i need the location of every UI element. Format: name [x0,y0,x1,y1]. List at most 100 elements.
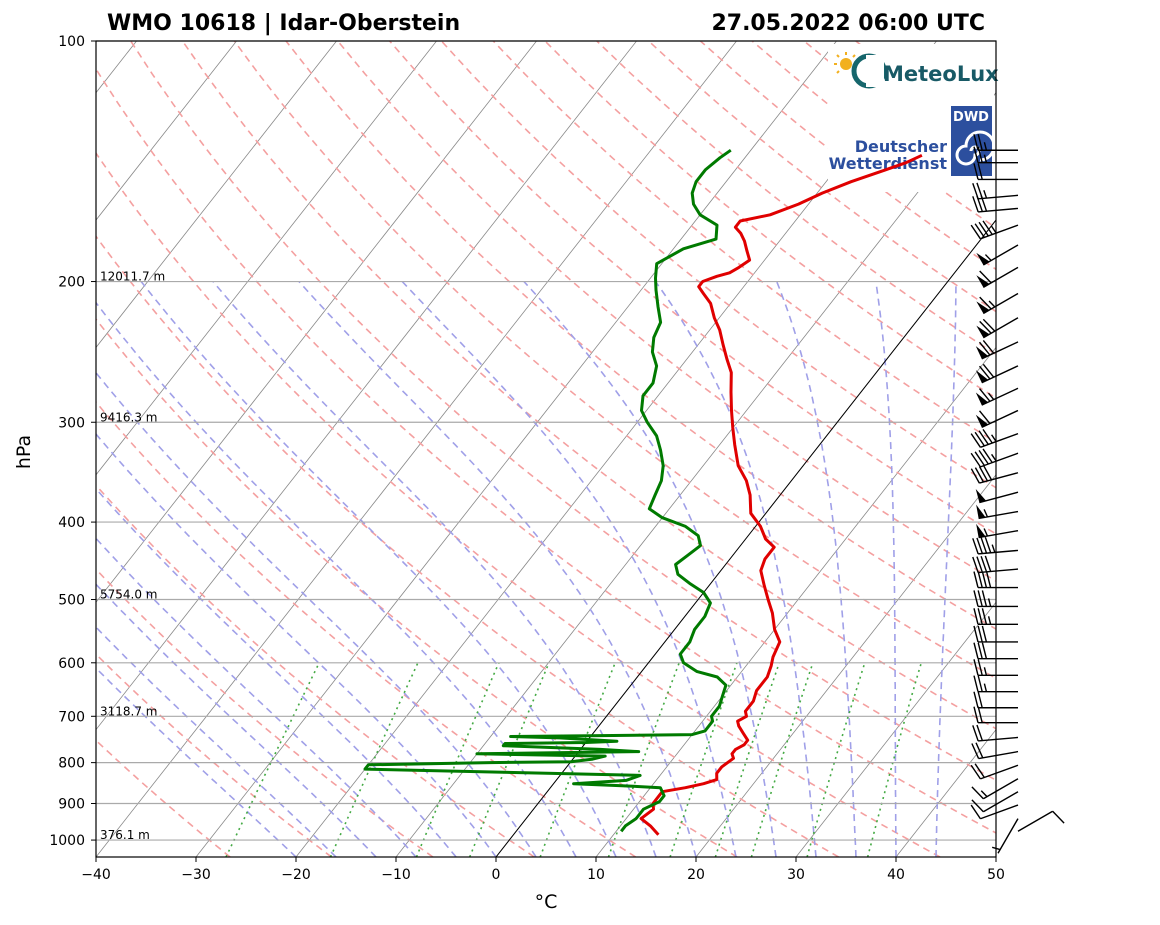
dry-adiabat-line [337,41,996,583]
x-tick-label: 20 [687,867,705,883]
dry-adiabat-line [96,67,996,834]
x-tick-label: −40 [81,867,111,883]
wind-barb [973,163,1018,181]
moist-adiabat-line [875,281,897,857]
isotherm-line [195,41,837,857]
height-label: 376.1 m [100,828,150,842]
height-label: 3118.7 m [100,704,158,718]
wind-barb [973,675,1018,693]
wind-barb [972,536,1019,555]
wind-barb [991,818,1019,854]
dwd-line1: Deutscher [855,137,947,156]
wind-barb [970,448,1019,468]
isotherm-line [96,41,537,603]
moist-adiabat-line [298,280,697,857]
x-axis-label: °C [535,891,558,913]
mixing-ratio-line [607,662,680,857]
moist-adiabat-line [212,280,657,857]
moist-adiabat-line [96,537,417,857]
wind-barb [971,778,1019,800]
wind-barb [972,195,1019,213]
wind-barb [973,608,1018,625]
height-labels: 12011.7 m 9416.3 m 5754.0 m 3118.7 m 376.1 m [100,270,165,843]
x-axis-ticks: −40 −30 −20 −10 0 10 20 30 40 50 [81,857,1005,883]
y-tick-label: 900 [58,797,85,813]
isotherm-line [96,41,337,349]
moist-adiabat-line [96,487,457,857]
moist-adiabat-line [523,280,777,857]
zero-degree-isotherm [495,219,996,857]
dry-adiabat-line [388,41,996,535]
moist-adiabat-line [401,280,737,857]
mixing-ratio-line [415,662,500,857]
moist-adiabat-line [96,301,577,857]
wind-barb [973,625,1018,643]
dry-adiabat-line [96,739,231,857]
y-tick-label: 600 [58,656,85,672]
zero-isotherm-line [495,219,996,857]
background-lines [96,41,996,857]
isotherm-line [595,346,996,857]
wind-barb [973,659,1018,676]
dry-adiabat-line [96,151,941,857]
meteolux-logo: MeteoLux [834,52,999,89]
y-tick-label: 200 [58,275,85,291]
isotherm-line [96,41,237,221]
wind-barb [976,292,1019,315]
wind-barb [976,523,1019,539]
wind-barb [973,691,1018,709]
dry-adiabat-line [492,41,996,444]
isotherm-line [795,601,996,857]
dry-adiabat-line [233,41,996,680]
wind-barb [971,791,1019,813]
dry-adiabat-line [96,234,839,857]
dwd-logo: DWD Deutscher Wetterdienst [829,106,996,176]
wind-barb [970,465,1019,484]
dry-adiabat-line [96,484,535,857]
y-axis-ticks: 100 200 300 400 500 600 700 800 900 1000 [49,34,96,849]
x-tick-label: 30 [787,867,805,883]
datetime-title: 27.05.2022 06:00 UTC [711,11,985,36]
mixing-ratio-line [225,662,320,857]
sounding-traces [363,148,923,836]
mixing-ratio-line [669,662,738,857]
x-tick-label: 40 [887,867,905,883]
wind-barbs [970,134,1065,854]
wind-barb [973,706,1018,724]
meteolux-text: MeteoLux [883,62,999,86]
height-label: 9416.3 m [100,410,158,424]
plot-frame [95,40,997,858]
y-tick-label: 1000 [49,833,85,849]
x-tick-label: −10 [381,867,411,883]
x-tick-label: −30 [181,867,211,883]
wind-barb [973,642,1018,660]
wind-barb [975,363,1019,384]
wind-barb [976,244,1019,266]
temperature-trace [639,153,923,836]
wind-barb [976,504,1019,520]
wind-barb [970,428,1019,448]
x-tick-label: −20 [281,867,311,883]
x-tick-label: 0 [492,867,501,883]
wind-barb [970,763,1019,780]
dewpoint-trace [363,148,732,833]
moist-adiabat-line [140,281,617,857]
x-tick-label: 10 [587,867,605,883]
moist-adiabat-line [775,281,857,857]
wind-barb [972,724,1019,742]
moist-adiabat-line [96,666,297,857]
isotherm-line [96,41,737,857]
wind-barb [971,742,1019,760]
wind-barb [976,317,1019,339]
moist-adiabat-line [96,625,337,857]
isotherm-line [96,41,637,731]
wind-barb [976,266,1019,288]
y-axis-label: hPa [13,435,35,469]
y-tick-label: 500 [58,593,85,609]
wind-barb [975,339,1019,360]
dry-adiabat-line [130,41,996,782]
moist-adiabat-line [96,432,497,857]
y-tick-label: 700 [58,709,85,725]
logo-panel: MeteoLux DWD Deutscher Wetterdienst [828,44,999,192]
